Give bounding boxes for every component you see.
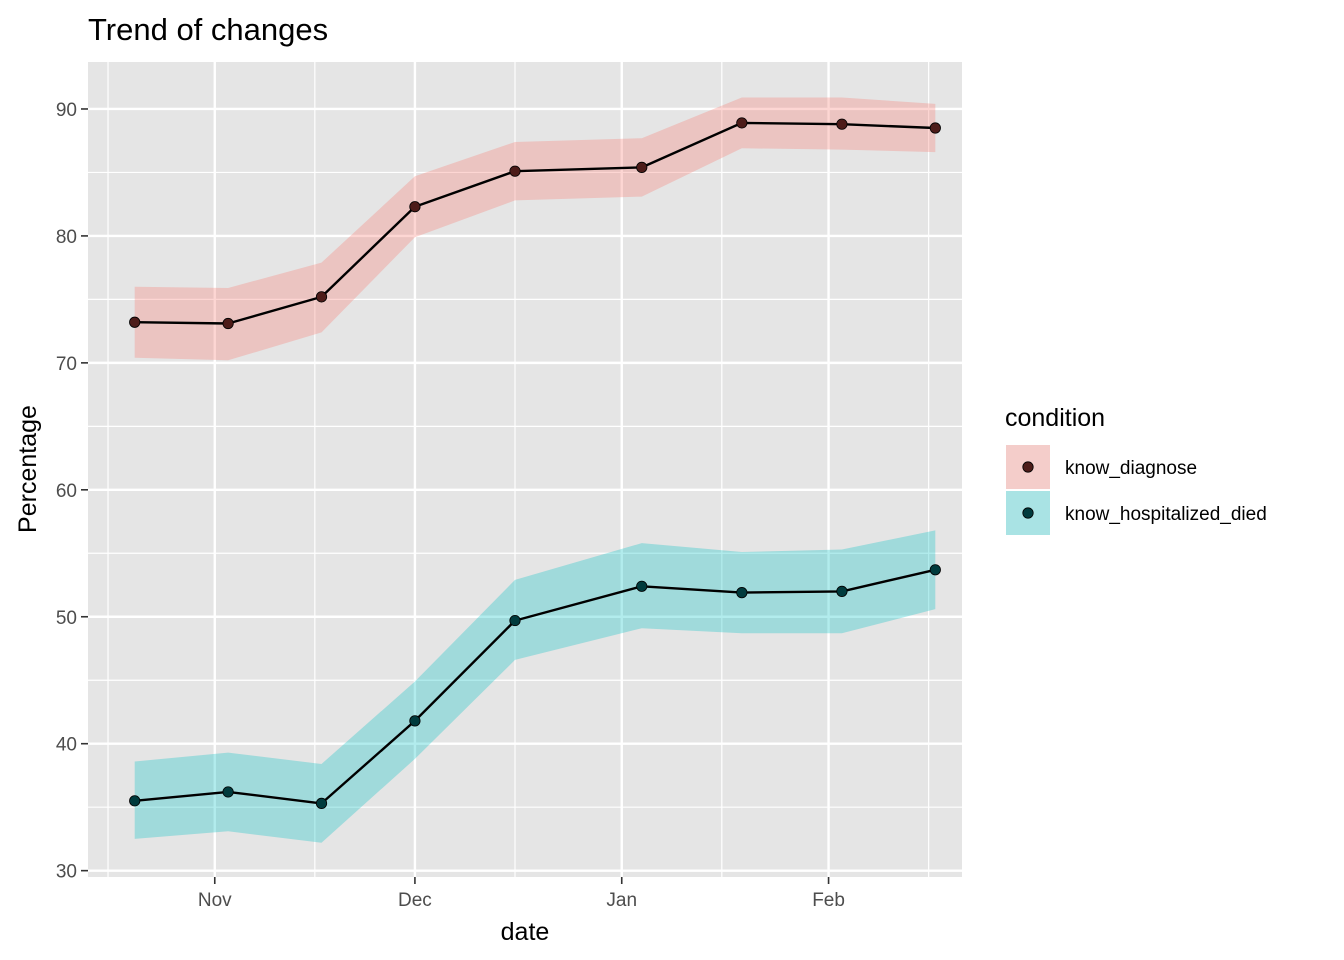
- point-know_diagnose: [222, 317, 234, 330]
- y-axis: 30 40 50 60 70 80 90: [56, 100, 88, 883]
- chart-title: Trend of changes: [88, 12, 328, 47]
- point-know_diagnose: [929, 122, 941, 134]
- point-know_hospitalized_died: [836, 585, 848, 597]
- legend-point-know_hospitalized_died: [1022, 507, 1034, 519]
- confidence-ribbons: [134, 97, 936, 843]
- point-know_hospitalized_died: [315, 797, 328, 809]
- legend-label-know_diagnose: know_diagnose: [1065, 458, 1197, 479]
- legend-point-know_diagnose: [1022, 461, 1034, 473]
- legend-title: condition: [1005, 404, 1105, 432]
- point-know_diagnose: [315, 291, 328, 303]
- point-know_hospitalized_died: [222, 786, 234, 798]
- y-tick-label: 60: [56, 481, 77, 502]
- point-know_diagnose: [736, 117, 748, 129]
- point-know_hospitalized_died: [929, 564, 941, 576]
- point-know_hospitalized_died: [409, 715, 421, 727]
- point-know_diagnose: [129, 316, 141, 328]
- point-know_diagnose: [836, 118, 848, 130]
- y-tick-label: 40: [56, 735, 77, 756]
- point-know_diagnose: [509, 165, 521, 177]
- series-points: [129, 117, 941, 809]
- x-tick-label: Feb: [812, 890, 845, 911]
- x-tick-label: Dec: [398, 890, 432, 911]
- point-know_diagnose: [409, 201, 421, 213]
- ribbon-know_hospitalized_died: [134, 530, 936, 843]
- point-know_hospitalized_died: [509, 614, 521, 627]
- y-tick-label: 80: [56, 227, 77, 248]
- x-axis-title: date: [501, 918, 550, 946]
- x-tick-label: Jan: [606, 890, 637, 911]
- y-tick-label: 90: [56, 100, 77, 121]
- x-tick-label: Nov: [198, 890, 232, 911]
- x-axis: Nov Dec Jan Feb: [198, 877, 845, 911]
- legend-label-know_hospitalized_died: know_hospitalized_died: [1065, 504, 1267, 525]
- plot-panel: [88, 62, 962, 877]
- minor-gridlines: [88, 62, 962, 877]
- y-tick-label: 50: [56, 608, 77, 629]
- point-know_diagnose: [636, 161, 648, 173]
- y-tick-label: 30: [56, 862, 77, 883]
- point-know_hospitalized_died: [736, 587, 748, 599]
- point-know_hospitalized_died: [636, 580, 648, 592]
- y-axis-title: Percentage: [14, 405, 42, 533]
- point-know_hospitalized_died: [129, 795, 141, 807]
- ribbon-know_diagnose: [134, 97, 936, 361]
- y-tick-label: 70: [56, 354, 77, 375]
- legend: condition know_diagnose know_hospitalized…: [1005, 404, 1267, 535]
